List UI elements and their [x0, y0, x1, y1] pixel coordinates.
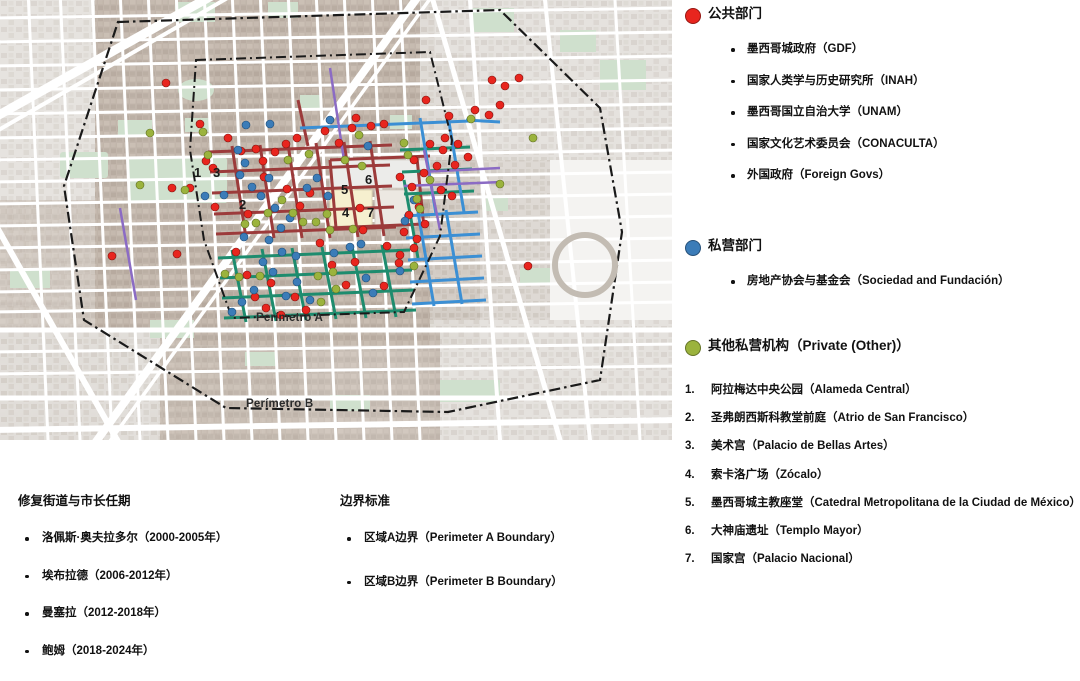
- boundary-title: 边界标准: [340, 494, 391, 508]
- map-panel[interactable]: Perímetro A Perímetro B 1 2 3 4 5 6 7: [0, 0, 672, 440]
- list-item: 埃布拉德（2006-2012年）: [18, 569, 318, 585]
- legend-private-items: 房地产协会与基金会（Sociedad and Fundación）: [725, 274, 1077, 290]
- legend-group-other: 其他私营机构（Private (Other)）: [685, 338, 1077, 356]
- list-item: 房地产协会与基金会（Sociedad and Fundación）: [725, 274, 1077, 290]
- list-item: 墨西哥城主教座堂（Catedral Metropolitana de la Ci…: [685, 496, 1080, 511]
- legend-group-private: 私营部门 房地产协会与基金会（Sociedad and Fundación）: [685, 238, 1077, 306]
- list-item: 索卡洛广场（Zócalo）: [685, 468, 829, 483]
- perimeter-a-label: Perímetro A: [256, 312, 323, 324]
- public-sector-dot-icon: [685, 8, 701, 24]
- list-item: 圣弗朗西斯科教堂前庭（Atrio de San Francisco）: [685, 411, 975, 426]
- list-item: 大神庙遗址（Templo Mayor）: [685, 524, 869, 539]
- mayors-title: 修复街道与市长任期: [18, 494, 131, 508]
- perimeter-b-boundary: [62, 8, 624, 414]
- legend-other-header: 其他私营机构（Private (Other)）: [685, 338, 1077, 356]
- map-poi-marker-4: 4: [342, 205, 350, 220]
- list-item: 曼塞拉（2012-2018年）: [18, 606, 318, 622]
- mayors-column: 修复街道与市长任期 洛佩斯·奥夫拉多尔（2000-2005年） 埃布拉德（200…: [18, 490, 318, 681]
- legend-group-public: 公共部门 墨西哥城政府（GDF） 国家人类学与历史研究所（INAH） 墨西哥国立…: [685, 6, 1077, 200]
- map-poi-marker-6: 6: [365, 172, 373, 187]
- perimeter-b-label: Perímetro B: [246, 398, 314, 410]
- list-item: 国家人类学与历史研究所（INAH）: [725, 74, 1077, 90]
- bottom-legend-area: 修复街道与市长任期 洛佩斯·奥夫拉多尔（2000-2005年） 埃布拉德（200…: [0, 470, 672, 661]
- screenshot-root: Perímetro A Perímetro B 1 2 3 4 5 6 7 公共…: [0, 0, 1080, 661]
- boundary-list: 区域A边界（Perimeter A Boundary） 区域B边界（Perime…: [340, 531, 600, 590]
- legend-other-title: 其他私营机构（Private (Other)）: [708, 338, 910, 353]
- list-item: 美术宫（Palacio de Bellas Artes）: [685, 439, 895, 454]
- legend-panel: 公共部门 墨西哥城政府（GDF） 国家人类学与历史研究所（INAH） 墨西哥国立…: [680, 0, 1080, 661]
- list-item: 阿拉梅达中央公园（Alameda Central）: [685, 383, 917, 398]
- mayors-list: 洛佩斯·奥夫拉多尔（2000-2005年） 埃布拉德（2006-2012年） 曼…: [18, 531, 318, 659]
- list-item: 外国政府（Foreign Govs）: [725, 168, 1077, 184]
- legend-public-items: 墨西哥城政府（GDF） 国家人类学与历史研究所（INAH） 墨西哥国立自治大学（…: [725, 42, 1077, 184]
- map-roundabout: [552, 232, 618, 298]
- list-item: 国家文化艺术委员会（CONACULTA）: [725, 137, 1077, 153]
- map-poi-marker-3: 3: [213, 165, 221, 180]
- map-point-markers: [107, 73, 538, 320]
- boundary-column: 边界标准 区域A边界（Perimeter A Boundary） 区域B边界（P…: [340, 490, 600, 618]
- legend-public-header: 公共部门: [685, 6, 1077, 24]
- map-poi-marker-7: 7: [367, 205, 375, 220]
- legend-public-title: 公共部门: [708, 6, 762, 21]
- list-item: 墨西哥城政府（GDF）: [725, 42, 1077, 58]
- list-item: 国家宫（Palacio Nacional）: [685, 552, 860, 567]
- map-poi-marker-1: 1: [194, 165, 202, 180]
- list-item: 洛佩斯·奥夫拉多尔（2000-2005年）: [18, 531, 318, 547]
- legend-private-header: 私营部门: [685, 238, 1077, 256]
- map-canvas: [0, 0, 672, 440]
- list-item: 墨西哥国立自治大学（UNAM）: [725, 105, 1077, 121]
- perimeter-a-boundary: [188, 50, 454, 320]
- list-item: 鲍姆（2018-2024年）: [18, 644, 318, 660]
- list-item: 区域A边界（Perimeter A Boundary）: [340, 531, 600, 547]
- map-poi-marker-5: 5: [341, 182, 349, 197]
- private-sector-dot-icon: [685, 240, 701, 256]
- list-item: 区域B边界（Perimeter B Boundary）: [340, 575, 600, 591]
- poi-numbered-list: 阿拉梅达中央公园（Alameda Central） 圣弗朗西斯科教堂前庭（Atr…: [685, 383, 1080, 580]
- legend-private-title: 私营部门: [708, 238, 762, 253]
- other-private-dot-icon: [685, 340, 701, 356]
- map-poi-marker-2: 2: [239, 197, 247, 212]
